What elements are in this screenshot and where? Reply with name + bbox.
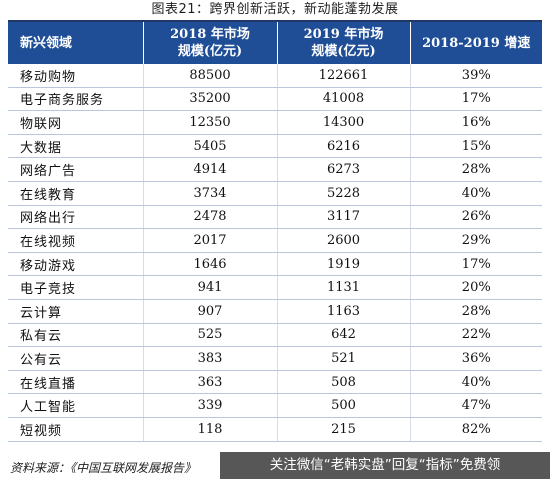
field-cell: 物联网 (8, 110, 144, 135)
value-2019-cell: 14300 (277, 110, 411, 135)
growth-cell: 47% (410, 393, 542, 418)
value-2019-cell: 508 (277, 370, 411, 395)
growth-cell: 22% (410, 323, 542, 348)
field-cell: 网络广告 (8, 157, 144, 182)
value-2019-cell: 122661 (277, 64, 411, 88)
growth-cell: 15% (410, 134, 542, 159)
value-2019-cell: 6216 (277, 134, 411, 159)
growth-cell: 26% (410, 205, 542, 230)
value-2018-cell: 35200 (143, 87, 278, 112)
table-row: 私有云 525 642 22% (8, 323, 542, 348)
header-2019-line2: 规模(亿元) (311, 44, 376, 59)
table-row: 云计算 907 1163 28% (8, 299, 542, 324)
table-row: 物联网 12350 14300 16% (8, 110, 542, 135)
value-2018-cell: 1646 (143, 252, 278, 277)
field-cell: 私有云 (8, 323, 144, 348)
table-row: 在线直播 363 508 40% (8, 370, 542, 395)
table-row: 公有云 383 521 36% (8, 346, 542, 371)
value-2018-cell: 383 (143, 346, 278, 371)
source-note: 资料来源：《中国互联网发展报告》 (10, 461, 197, 475)
table-row: 大数据 5405 6216 15% (8, 134, 542, 159)
table-row: 短视频 118 215 82% (8, 417, 542, 442)
table-row: 网络出行 2478 3117 26% (8, 205, 542, 230)
field-cell: 网络出行 (8, 205, 144, 230)
growth-cell: 17% (410, 87, 542, 112)
table-body: 移动购物 88500 122661 39% 电子商务服务 35200 41008 17% 物联网… (8, 64, 542, 442)
growth-cell: 17% (410, 252, 542, 277)
header-2018: 2018 年市场 规模(亿元) (143, 22, 278, 64)
value-2018-cell: 941 (143, 275, 278, 300)
header-2018-line1: 2018 年市场 (170, 27, 250, 42)
table-row: 在线教育 3734 5228 40% (8, 181, 542, 206)
table-row: 在线视频 2017 2600 29% (8, 228, 542, 253)
field-cell: 电子商务服务 (8, 87, 144, 112)
figure-caption: 图表21：跨界创新活跃，新动能蓬勃发展 (151, 2, 399, 17)
value-2019-cell: 3117 (277, 205, 411, 230)
value-2019-cell: 1919 (277, 252, 411, 277)
value-2018-cell: 2478 (143, 205, 278, 230)
wechat-watermark-banner: 关注微信“老韩实盘”回复“指标”免费领 (220, 452, 550, 479)
field-cell: 移动游戏 (8, 252, 144, 277)
value-2019-cell: 1163 (277, 299, 411, 324)
table-row: 移动购物 88500 122661 39% (8, 64, 542, 88)
growth-cell: 28% (410, 299, 542, 324)
value-2019-cell: 5228 (277, 181, 411, 206)
value-2018-cell: 339 (143, 393, 278, 418)
growth-cell: 39% (410, 64, 542, 88)
field-cell: 大数据 (8, 134, 144, 159)
table-row: 电子商务服务 35200 41008 17% (8, 87, 542, 112)
value-2019-cell: 521 (277, 346, 411, 371)
value-2018-cell: 907 (143, 299, 278, 324)
growth-cell: 40% (410, 370, 542, 395)
growth-cell: 28% (410, 157, 542, 182)
field-cell: 电子竞技 (8, 275, 144, 300)
growth-cell: 29% (410, 228, 542, 253)
header-2018-line2: 规模(亿元) (177, 44, 243, 59)
value-2019-cell: 500 (277, 393, 411, 418)
growth-cell: 20% (410, 275, 542, 300)
value-2018-cell: 4914 (143, 157, 278, 182)
value-2018-cell: 88500 (143, 64, 278, 88)
header-growth-label: 2018-2019 增速 (422, 35, 531, 51)
field-cell: 人工智能 (8, 393, 144, 418)
field-cell: 云计算 (8, 299, 144, 324)
header-2019: 2019 年市场 规模(亿元) (277, 22, 411, 64)
field-cell: 公有云 (8, 346, 144, 371)
header-2019-line1: 2019 年市场 (303, 27, 384, 42)
value-2018-cell: 2017 (143, 228, 278, 253)
table-row: 网络广告 4914 6273 28% (8, 157, 542, 182)
table-row: 电子竞技 941 1131 20% (8, 275, 542, 300)
field-cell: 在线视频 (8, 228, 144, 253)
growth-cell: 36% (410, 346, 542, 371)
field-cell: 在线教育 (8, 181, 144, 206)
value-2018-cell: 5405 (143, 134, 278, 159)
market-size-table: 新兴领域 2018 年市场 规模(亿元) 2019 年市场 规模(亿元) 2018-… (8, 22, 542, 442)
field-cell: 短视频 (8, 417, 144, 442)
value-2018-cell: 525 (143, 323, 278, 348)
value-2019-cell: 1131 (277, 275, 411, 300)
value-2019-cell: 41008 (277, 87, 411, 112)
table-row: 人工智能 339 500 47% (8, 393, 542, 418)
header-growth: 2018-2019 增速 (410, 22, 542, 64)
header-field: 新兴领域 (8, 22, 144, 64)
value-2018-cell: 12350 (143, 110, 278, 135)
field-cell: 在线直播 (8, 370, 144, 395)
header-field-label: 新兴领域 (20, 35, 73, 51)
growth-cell: 40% (410, 181, 542, 206)
value-2018-cell: 3734 (143, 181, 278, 206)
growth-cell: 82% (410, 417, 542, 442)
value-2018-cell: 118 (143, 417, 278, 442)
value-2019-cell: 2600 (277, 228, 411, 253)
value-2019-cell: 215 (277, 417, 411, 442)
field-cell: 移动购物 (8, 64, 144, 88)
value-2019-cell: 6273 (277, 157, 411, 182)
header-row: 新兴领域 2018 年市场 规模(亿元) 2019 年市场 规模(亿元) 2018-… (8, 22, 542, 64)
table-row: 移动游戏 1646 1919 17% (8, 252, 542, 277)
growth-cell: 16% (410, 110, 542, 135)
value-2019-cell: 642 (277, 323, 411, 348)
top-rule (8, 20, 542, 22)
value-2018-cell: 363 (143, 370, 278, 395)
